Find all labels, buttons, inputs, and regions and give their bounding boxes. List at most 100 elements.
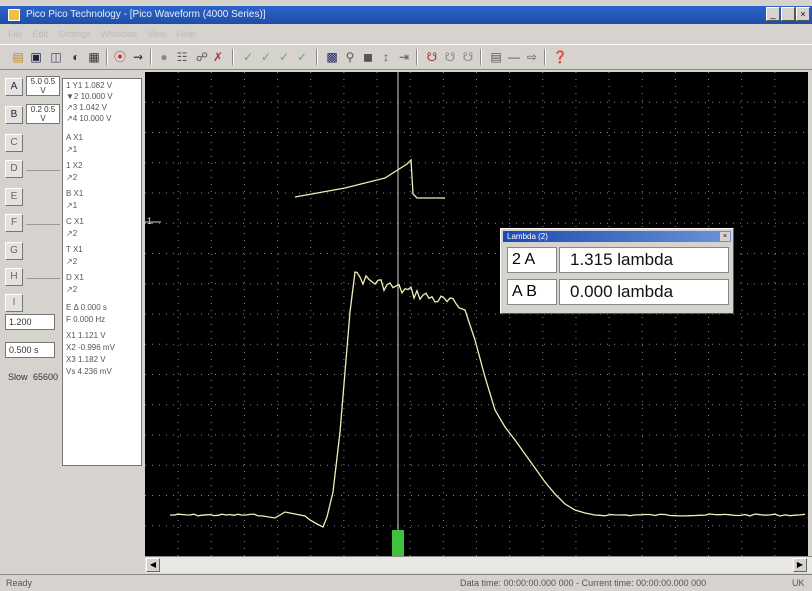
line-icon[interactable]: — <box>508 50 520 64</box>
measurement-popup[interactable]: Lambda (2) × 2 A 1.315 lambda A B 0.000 … <box>500 228 734 314</box>
fit-icon[interactable]: ◼ <box>363 50 373 64</box>
check-b-icon[interactable]: ✓ <box>260 50 272 64</box>
readout-line: D X1 <box>66 273 84 282</box>
channel-d-button[interactable]: D <box>5 160 23 178</box>
scope-canvas: 1 <box>145 72 808 556</box>
readout-line: ▼2 10.000 V <box>66 92 113 101</box>
check-icon[interactable]: ✓ <box>242 50 254 64</box>
status-left: Ready <box>6 578 33 588</box>
marker-icon[interactable]: ⇥ <box>398 50 410 64</box>
tools-icon[interactable]: ✗ <box>212 50 224 64</box>
timebase-field[interactable]: 1.200 <box>5 314 55 330</box>
stop-icon[interactable]: ● <box>160 50 168 64</box>
trigger-label: Slow <box>5 370 35 386</box>
channel-c-button[interactable]: C <box>5 134 23 152</box>
sample-field[interactable]: 0.500 s <box>5 342 55 358</box>
status-center: Data time: 00:00:00.000 000 - Current ti… <box>460 578 707 588</box>
range-b-selector[interactable]: 0.2 0.5 V <box>26 104 60 124</box>
readout-line: ↗1 <box>66 145 78 154</box>
trigger-value: 65600 <box>30 370 60 386</box>
readout-line: A X1 <box>66 133 83 142</box>
readout-line: C X1 <box>66 217 84 226</box>
toolbar: ▤ ▣ ◫ ◐ ▦ ⦿ ⇝ ● ☷ ☍ ✗ ✓ ✓ ✓ ✓ ▩ ⚲ ◼ ↕ ⇥ … <box>0 44 812 70</box>
channel-f-button[interactable]: F <box>5 214 23 232</box>
channel-c-disabled <box>26 170 60 171</box>
menu-file[interactable]: File <box>8 29 23 39</box>
menu-bar: File Edit Settings Windows View Help <box>0 26 812 42</box>
check-c-icon[interactable]: ✓ <box>278 50 290 64</box>
readout-line: ↗1 <box>66 201 78 210</box>
channel-a-icon[interactable]: ☋ <box>426 50 438 64</box>
scope-icon[interactable]: ◐ <box>72 50 80 64</box>
readout-line: ↗4 10.000 V <box>66 114 112 123</box>
readout-line: X2 -0.996 mV <box>66 343 115 352</box>
menu-settings[interactable]: Settings <box>58 29 91 39</box>
popup-close-icon[interactable]: × <box>720 232 730 241</box>
channel-1-marker: 1 <box>147 216 152 226</box>
toolbar-separator <box>232 49 234 65</box>
app-icon <box>8 9 20 21</box>
status-bar: Ready Data time: 00:00:00.000 000 - Curr… <box>0 574 812 591</box>
minimize-button[interactable]: _ <box>766 7 780 21</box>
left-control-panel: A 5.0 0.5 V B 0.2 0.5 V C D E F G H I 1.… <box>0 72 145 572</box>
readout-line: ↗2 <box>66 229 78 238</box>
restore-button[interactable] <box>781 7 795 21</box>
record-icon[interactable]: ⦿ <box>113 50 126 64</box>
meter-icon[interactable]: ▦ <box>88 50 100 64</box>
readout-line: ↗3 1.042 V <box>66 103 107 112</box>
measurement-row: 2 A 1.315 lambda <box>505 245 731 275</box>
zoom-icon[interactable]: ⚲ <box>345 50 355 64</box>
popup-title: Lambda (2) <box>503 231 731 242</box>
channel-h-disabled <box>26 278 60 279</box>
channel-b-icon[interactable]: ☋ <box>444 50 456 64</box>
toolbar-separator <box>316 49 318 65</box>
readout-line: B X1 <box>66 189 84 198</box>
readout-line: 1 X2 <box>66 161 83 170</box>
scroll-right-icon[interactable]: ▶ <box>793 558 807 572</box>
scroll-left-icon[interactable]: ◀ <box>146 558 160 572</box>
scope-grid <box>145 72 808 556</box>
print-icon[interactable]: ◫ <box>50 50 62 64</box>
readout-line: X1 1.121 V <box>66 331 106 340</box>
measurement-label: A B <box>507 279 557 305</box>
menu-view[interactable]: View <box>147 29 167 39</box>
help-icon[interactable]: ❓ <box>552 50 568 64</box>
run-icon[interactable]: ⇝ <box>132 50 144 64</box>
status-right: UK <box>792 578 805 588</box>
horizontal-scrollbar[interactable]: ◀ ▶ <box>145 556 812 573</box>
channel-e-button[interactable]: E <box>5 188 23 206</box>
channel-c-icon[interactable]: ☋ <box>462 50 474 64</box>
open-folder-icon[interactable]: ▤ <box>12 50 24 64</box>
probe-icon[interactable]: ☍ <box>195 50 209 64</box>
toolbar-separator <box>106 49 108 65</box>
readout-line: Vs 4.236 mV <box>66 367 112 376</box>
readout-line: F 0.000 Hz <box>66 315 106 324</box>
channel-i-button[interactable]: I <box>5 294 23 312</box>
range-a-selector[interactable]: 5.0 0.5 V <box>26 76 60 96</box>
vertical-scrollbar[interactable] <box>808 72 812 556</box>
check-d-icon[interactable]: ✓ <box>296 50 308 64</box>
channel-g-button[interactable]: G <box>5 242 23 260</box>
trigger-icon[interactable]: ☷ <box>176 50 188 64</box>
channel-b-button[interactable]: B <box>5 106 23 124</box>
menu-help[interactable]: Help <box>176 29 195 39</box>
channel-a-button[interactable]: A <box>5 78 23 96</box>
time-cursor-handle[interactable] <box>392 530 404 556</box>
channel-h-button[interactable]: H <box>5 268 23 286</box>
window-title: Pico Pico Technology - [Pico Waveform (4… <box>26 9 266 20</box>
menu-edit[interactable]: Edit <box>32 29 49 39</box>
scope-display[interactable]: 1 <box>145 72 808 556</box>
toolbar-separator <box>150 49 152 65</box>
save-icon[interactable]: ▣ <box>30 50 42 64</box>
readout-line: X3 1.182 V <box>66 355 106 364</box>
grid-icon[interactable]: ▤ <box>490 50 502 64</box>
close-button[interactable]: × <box>796 7 810 21</box>
channel-f-disabled <box>26 224 60 225</box>
readout-line: ↗2 <box>66 257 78 266</box>
toolbar-separator <box>480 49 482 65</box>
export-icon[interactable]: ⇨ <box>526 50 538 64</box>
readout-line: ↗2 <box>66 173 78 182</box>
cursor-icon[interactable]: ↕ <box>383 50 389 64</box>
menu-windows[interactable]: Windows <box>100 29 138 39</box>
display-icon[interactable]: ▩ <box>326 50 338 64</box>
